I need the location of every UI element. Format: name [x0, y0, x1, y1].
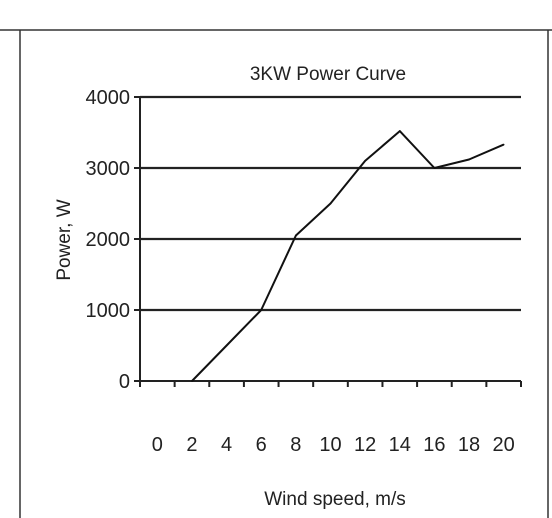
x-tick-label-4: 8: [290, 434, 301, 456]
y-tick-label-1: 1000: [86, 300, 131, 322]
x-tick-label-3: 6: [256, 434, 267, 456]
y-tick-label-3: 3000: [86, 158, 131, 180]
data-point-0-7: [433, 167, 436, 169]
x-tick-label-0: 0: [152, 434, 163, 456]
data-point-0-9: [502, 143, 505, 146]
data-point-0-0: [191, 380, 193, 382]
y-tick-label-2: 2000: [86, 229, 131, 251]
x-tick-label-10: 20: [493, 434, 515, 456]
x-tick-label-9: 18: [458, 434, 480, 456]
data-point-0-4: [329, 202, 332, 205]
x-tick-label-6: 12: [354, 434, 376, 456]
tick-labels: 0 1000 2000 3000 4000 0 2 4 6 8 10 12 14 16 18 20: [86, 87, 522, 456]
chart-title: 3KW Power Curve: [250, 64, 406, 85]
y-tick-label-4: 4000: [86, 87, 131, 109]
series-line-0: [191, 130, 505, 382]
x-tick-label-7: 14: [389, 434, 411, 456]
data-point-0-2: [260, 309, 263, 311]
x-tick-label-5: 10: [319, 434, 341, 456]
data-point-0-6: [398, 130, 401, 132]
x-tick-label-8: 16: [423, 434, 445, 456]
x-tick-label-1: 2: [186, 434, 197, 456]
data-point-0-5: [364, 160, 366, 162]
data-point-0-1: [225, 344, 228, 347]
data-point-0-8: [468, 158, 470, 161]
y-tick-label-0: 0: [119, 371, 130, 393]
gridlines: [140, 95, 521, 312]
series: [191, 130, 505, 382]
data-point-0-3: [295, 234, 297, 237]
y-axis-title: Power, W: [54, 199, 75, 280]
x-axis-title: Wind speed, m/s: [264, 489, 406, 510]
x-tick-label-2: 4: [221, 434, 232, 456]
